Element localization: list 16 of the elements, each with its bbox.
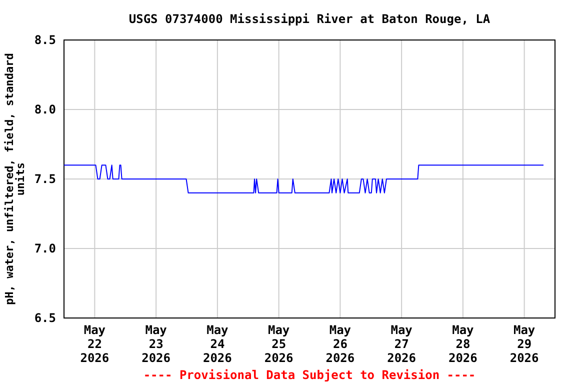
y-tick-label: 7.0	[34, 241, 56, 256]
x-tick-label: May 28 2026	[448, 323, 478, 365]
y-axis-title: pH, water, unfiltered, field, standard units	[3, 53, 27, 305]
y-tick-label: 8.5	[34, 32, 56, 47]
y-tick-label: 7.5	[34, 172, 56, 186]
x-tick-label: May 23 2026	[142, 323, 171, 365]
y-tick-label: 6.5	[34, 310, 56, 325]
x-tick-label: May 22 2026	[80, 323, 110, 365]
text: ---- Provisional Data Subject to Revision ----	[143, 368, 476, 382]
x-tick-label: May 27 2026	[387, 323, 416, 365]
x-tick-label: May 26 2026	[326, 323, 355, 365]
chart-title: USGS 07374000 Mississippi River at Baton Rouge, LA	[128, 12, 491, 26]
y-tick-label: 8.0	[34, 102, 56, 116]
x-tick-label: May 29 2026	[510, 323, 539, 365]
x-tick-label: May 25 2026	[264, 323, 294, 365]
x-tick-label: May 24 2026	[202, 323, 232, 365]
